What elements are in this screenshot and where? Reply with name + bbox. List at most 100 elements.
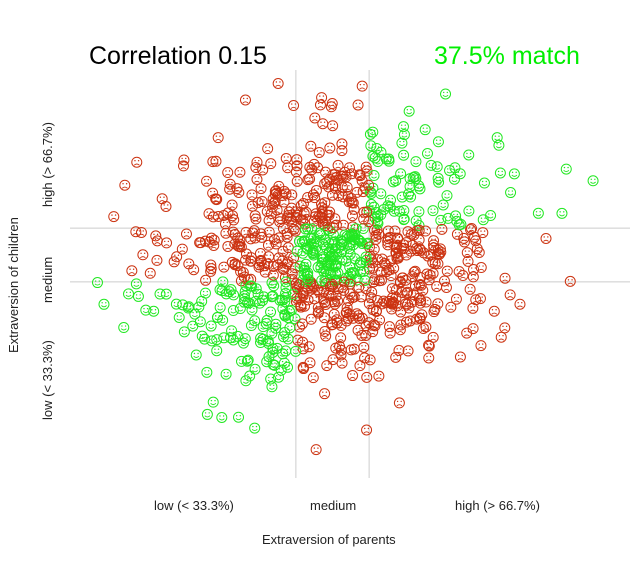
match-point-smiley [240,375,252,387]
mismatch-point-frown [432,298,444,310]
mismatch-point-frown [151,254,163,266]
match-point-smiley [279,296,291,308]
mismatch-point-frown [137,249,149,261]
mismatch-point-frown [262,239,274,251]
match-point-smiley [297,247,309,259]
mismatch-point-frown [272,77,284,89]
match-point-smiley [335,234,347,246]
match-point-smiley [284,322,296,334]
match-point-smiley [410,156,422,168]
mismatch-point-frown [393,344,405,356]
match-point-smiley [244,280,256,292]
mismatch-point-frown [432,258,444,270]
match-point-smiley [275,364,287,376]
match-point-smiley [289,313,301,325]
mismatch-point-frown [407,239,419,251]
mismatch-point-frown [228,214,240,226]
mismatch-point-frown [269,185,281,197]
match-point-smiley [194,316,206,328]
mismatch-point-frown [402,226,414,238]
mismatch-point-frown [327,120,339,132]
mismatch-point-frown [200,274,212,286]
mismatch-point-frown [247,227,259,239]
mismatch-point-frown [285,213,297,225]
match-point-smiley [267,343,279,355]
x-axis-label: Extraversion of parents [262,532,396,547]
mismatch-point-frown [393,397,405,409]
match-point-smiley [270,322,282,334]
match-point-smiley [225,284,237,296]
mismatch-point-frown [257,164,269,176]
mismatch-point-frown [318,312,330,324]
match-point-smiley [178,326,190,338]
mismatch-point-frown [238,271,250,283]
match-point-smiley [455,218,467,230]
match-point-smiley [205,320,217,332]
mismatch-point-frown [201,175,213,187]
match-point-smiley [207,396,219,408]
match-point-smiley [249,422,261,434]
match-point-smiley [220,368,232,380]
match-point-smiley [255,337,267,349]
mismatch-point-frown [421,268,433,280]
mismatch-point-frown [404,315,416,327]
mismatch-point-frown [356,80,368,92]
match-point-smiley [148,305,160,317]
mismatch-point-frown [226,199,238,211]
match-point-smiley [255,332,267,344]
mismatch-point-frown [280,152,292,164]
mismatch-point-frown [488,305,500,317]
mismatch-point-frown [379,258,391,270]
mismatch-point-frown [335,349,347,361]
mismatch-point-frown [402,286,414,298]
match-point-smiley [560,163,572,175]
match-point-smiley [332,267,344,279]
match-point-smiley [365,140,377,152]
mismatch-point-frown [423,339,435,351]
match-point-smiley [257,321,269,333]
match-point-smiley [236,355,248,367]
match-point-smiley [367,126,379,138]
mismatch-point-frown [119,179,131,191]
match-point-smiley [227,305,239,317]
match-point-smiley [214,302,226,314]
mismatch-point-frown [180,228,192,240]
mismatch-point-frown [131,156,143,168]
match-percentage-title: 37.5% match [434,42,580,70]
mismatch-point-frown [263,214,275,226]
mismatch-point-frown [396,242,408,254]
match-point-smiley [347,233,359,245]
mismatch-point-frown [470,294,482,306]
mismatch-point-frown [150,230,162,242]
match-point-smiley [278,331,290,343]
mismatch-point-frown [466,222,478,234]
match-point-smiley [173,312,185,323]
mismatch-point-frown [290,278,302,290]
mismatch-point-frown [267,261,279,273]
mismatch-point-frown [357,186,369,198]
mismatch-point-frown [233,187,245,198]
match-point-smiley [196,295,208,307]
mismatch-point-frown [375,274,387,286]
mismatch-point-frown [253,259,265,271]
match-point-smiley [249,363,261,375]
match-point-smiley [322,256,334,268]
match-point-smiley [189,308,201,320]
mismatch-point-frown [286,268,298,280]
match-point-smiley [532,207,544,219]
mismatch-point-frown [414,312,426,324]
match-point-smiley [372,211,384,223]
mismatch-point-frown [373,370,385,382]
mismatch-point-frown [246,189,258,201]
mismatch-point-frown [360,161,372,173]
match-point-smiley [358,265,370,277]
y-tick-medium: medium [40,256,55,303]
mismatch-point-frown [353,310,365,322]
match-point-smiley [359,274,371,286]
match-point-smiley [388,205,400,217]
match-point-smiley [440,88,452,100]
match-point-smiley [425,159,437,171]
x-tick-medium: medium [310,498,357,513]
mismatch-point-frown [450,293,462,305]
match-point-smiley [291,245,303,257]
